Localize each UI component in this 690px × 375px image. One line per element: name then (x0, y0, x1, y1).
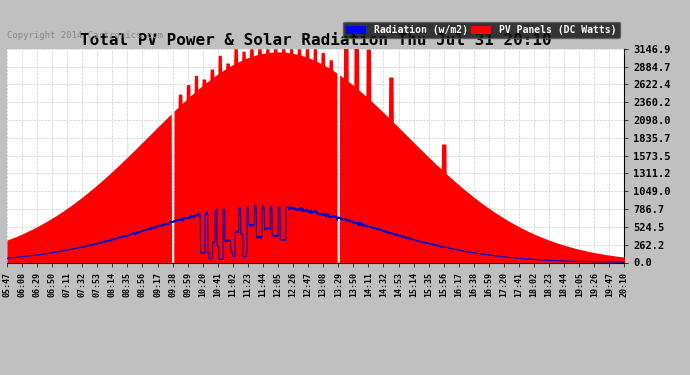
Legend: Radiation (w/m2), PV Panels (DC Watts): Radiation (w/m2), PV Panels (DC Watts) (343, 21, 620, 38)
Text: Copyright 2014 Cartronics.com: Copyright 2014 Cartronics.com (7, 30, 163, 39)
Title: Total PV Power & Solar Radiation Thu Jul 31 20:10: Total PV Power & Solar Radiation Thu Jul… (80, 33, 551, 48)
